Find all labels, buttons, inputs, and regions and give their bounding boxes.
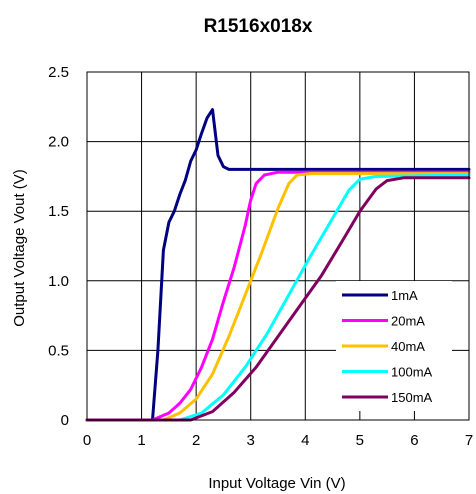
series-lines [85, 108, 471, 422]
series-line-100ma [85, 173, 471, 422]
legend-label: 100mA [391, 365, 433, 380]
legend-label: 40mA [391, 339, 425, 354]
legend-label: 1mA [391, 288, 418, 303]
y-axis-label: Output Voltage Vout (V) [11, 169, 28, 327]
y-tick-label: 1.0 [48, 273, 69, 290]
legend-label: 150mA [391, 390, 433, 405]
x-axis-label: Input Voltage Vin (V) [208, 475, 345, 492]
x-tick-label: 1 [137, 432, 145, 449]
series-line-150ma [85, 176, 471, 422]
x-tick-label: 0 [83, 432, 91, 449]
x-tick-label: 6 [410, 432, 418, 449]
series-line-1ma [85, 108, 471, 422]
legend-label: 20mA [391, 314, 425, 329]
x-tick-label: 4 [301, 432, 309, 449]
x-tick-label: 5 [356, 432, 364, 449]
y-tick-label: 0.5 [48, 342, 69, 359]
y-tick-label: 1.5 [48, 203, 69, 220]
x-tick-label: 7 [465, 432, 473, 449]
x-tick-label: 2 [192, 432, 200, 449]
tick-labels: 0 1 2 3 4 5 6 7 0 0.5 1.0 1.5 2.0 2.5 [48, 64, 473, 449]
y-tick-label: 2.0 [48, 134, 69, 151]
y-tick-label: 2.5 [48, 64, 69, 81]
series-line-20ma [85, 170, 471, 422]
y-tick-label: 0 [61, 412, 69, 429]
series-line-40ma [85, 172, 471, 422]
chart-title: R1516x018x [204, 16, 313, 37]
legend: 1mA 20mA 40mA 100mA 150mA [336, 281, 452, 411]
x-tick-label: 3 [247, 432, 255, 449]
plot-frame [86, 71, 470, 421]
